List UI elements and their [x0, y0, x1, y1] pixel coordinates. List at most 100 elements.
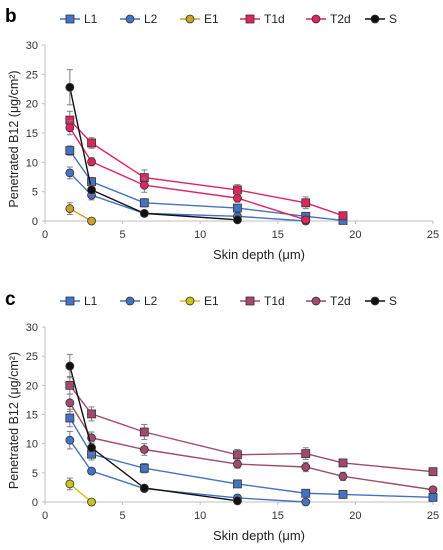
- legend-marker: [245, 296, 255, 306]
- legend-item-T1d: T1d: [240, 294, 285, 308]
- series-line-S: [69, 87, 238, 221]
- series-line-T2d: [69, 402, 434, 491]
- data-point-circle: [65, 398, 75, 408]
- y-tick-label: 10: [26, 439, 38, 451]
- x-tick-label: 5: [120, 510, 126, 522]
- data-point-circle: [65, 435, 75, 445]
- data-point-square: [428, 492, 438, 502]
- y-tick-label: 25: [26, 351, 38, 363]
- data-point-square: [65, 146, 75, 156]
- panel-label: c: [5, 289, 16, 310]
- data-point-circle: [233, 496, 242, 506]
- legend-label: L1: [84, 12, 98, 26]
- legend-item-L2: L2: [120, 12, 158, 26]
- legend-label: L2: [144, 294, 158, 308]
- legend-label: E1: [204, 294, 219, 308]
- panel-label: b: [5, 6, 17, 27]
- series-E1: [65, 477, 96, 507]
- x-tick-label: 0: [42, 510, 48, 522]
- series-S: [65, 69, 242, 225]
- chart-panel-b: b 0 5 10 15 20 25 30 0 5 10 15 20 25 Skin depth (μm) Pe…: [5, 6, 439, 262]
- series-line-S: [69, 365, 238, 502]
- x-axis-title: Skin depth (μm): [213, 247, 305, 262]
- y-tick-label: 20: [26, 380, 38, 392]
- data-point-square: [301, 488, 311, 498]
- series-line-T1d: [69, 384, 434, 473]
- y-tick-label: 10: [26, 157, 38, 169]
- legend-label: L1: [84, 294, 98, 308]
- legend-marker: [185, 14, 195, 24]
- data-point-circle: [139, 180, 149, 190]
- data-point-circle: [87, 497, 96, 507]
- legend-marker: [125, 14, 135, 24]
- data-point-square: [338, 211, 348, 221]
- legend-marker: [311, 14, 321, 24]
- x-tick-label: 25: [427, 510, 439, 522]
- legend-marker: [185, 296, 195, 306]
- legend-label: E1: [204, 12, 219, 26]
- chart-panel-c: c 0 5 10 15 20 25 30 0 5 10 15 20 25 Skin depth (μm) Pe…: [5, 289, 439, 543]
- series-E1: [65, 202, 96, 226]
- data-point-circle: [87, 157, 96, 167]
- y-axis-title: Penetrated B12 (μg/cm²): [7, 70, 21, 207]
- data-point-circle: [87, 443, 96, 453]
- legend-marker: [245, 14, 255, 24]
- x-tick-label: 25: [427, 229, 439, 241]
- data-point-square: [233, 203, 242, 213]
- data-point-square: [87, 409, 96, 419]
- legend-marker: [311, 296, 321, 306]
- legend-label: T2d: [330, 12, 351, 26]
- series-S: [65, 353, 242, 506]
- data-point-circle: [65, 168, 75, 178]
- data-point-circle: [65, 123, 75, 133]
- data-point-circle: [65, 361, 75, 371]
- legend-item-S: S: [365, 12, 397, 26]
- data-point-circle: [87, 466, 96, 476]
- series-T2d: [65, 393, 438, 495]
- series-T1d: [65, 376, 438, 477]
- y-tick-label: 30: [26, 40, 38, 52]
- data-point-square: [338, 490, 348, 499]
- series-T1d: [65, 110, 348, 221]
- series-line-T2d: [69, 127, 306, 221]
- series-line-L1: [69, 150, 344, 222]
- data-point-circle: [87, 216, 96, 226]
- y-tick-label: 15: [26, 128, 38, 140]
- legend-item-L1: L1: [60, 12, 98, 26]
- data-point-square: [233, 185, 242, 195]
- legend-marker: [65, 14, 75, 24]
- y-tick-label: 30: [26, 322, 38, 334]
- y-axis-title: Penetrated B12 (μg/cm²): [7, 352, 21, 489]
- legend-item-T2d: T2d: [306, 12, 351, 26]
- data-point-circle: [139, 208, 149, 218]
- legend-label: S: [389, 294, 397, 308]
- x-tick-label: 20: [349, 229, 361, 241]
- x-tick-label: 20: [349, 510, 361, 522]
- data-point-circle: [233, 193, 242, 203]
- y-tick-label: 20: [26, 99, 38, 111]
- legend-label: L2: [144, 12, 158, 26]
- data-point-square: [338, 458, 348, 468]
- legend-label: S: [389, 12, 397, 26]
- legend-item-L1: L1: [60, 294, 98, 308]
- data-point-circle: [338, 471, 348, 481]
- x-axis-title: Skin depth (μm): [213, 528, 305, 543]
- data-point-circle: [233, 215, 242, 225]
- y-tick-label: 15: [26, 410, 38, 422]
- data-point-square: [233, 450, 242, 460]
- x-tick-label: 0: [42, 229, 48, 241]
- data-point-circle: [301, 462, 311, 472]
- data-point-square: [65, 380, 75, 390]
- x-tick-label: 15: [272, 510, 284, 522]
- legend-item-S: S: [365, 294, 397, 308]
- y-tick-label: 25: [26, 69, 38, 81]
- legend-marker: [65, 296, 75, 306]
- data-point-circle: [65, 204, 75, 214]
- series-line-L1: [69, 417, 434, 499]
- legend-item-E1: E1: [180, 12, 219, 26]
- data-point-square: [139, 198, 149, 208]
- legend-item-E1: E1: [180, 294, 219, 308]
- x-tick-label: 15: [272, 229, 284, 241]
- data-point-square: [139, 463, 149, 473]
